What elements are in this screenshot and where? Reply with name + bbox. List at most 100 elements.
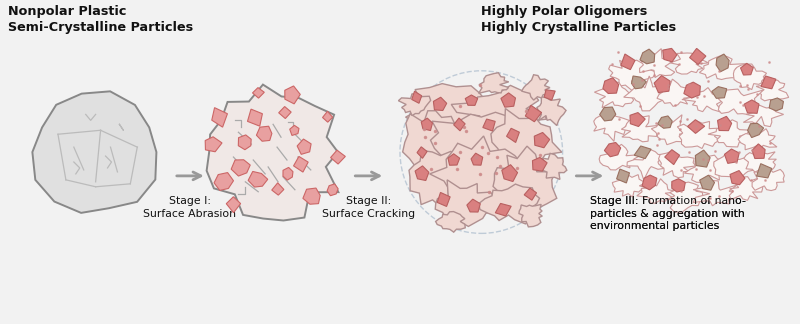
Text: Stage II:
Surface Cracking: Stage II: Surface Cracking [322, 196, 415, 218]
Polygon shape [744, 152, 776, 172]
Polygon shape [672, 179, 686, 192]
Polygon shape [621, 54, 635, 70]
Polygon shape [297, 139, 311, 154]
Polygon shape [285, 86, 300, 104]
Polygon shape [603, 78, 618, 94]
Polygon shape [693, 180, 737, 206]
Polygon shape [699, 55, 746, 79]
Polygon shape [303, 188, 320, 204]
Polygon shape [398, 94, 430, 116]
Polygon shape [651, 115, 693, 145]
Polygon shape [495, 203, 511, 216]
Polygon shape [491, 109, 562, 170]
Polygon shape [631, 76, 646, 89]
Polygon shape [522, 75, 550, 100]
Polygon shape [502, 165, 518, 181]
Polygon shape [685, 153, 728, 182]
Polygon shape [278, 107, 291, 119]
Polygon shape [594, 112, 630, 141]
Polygon shape [253, 87, 264, 98]
Polygon shape [448, 154, 460, 165]
Polygon shape [725, 149, 739, 163]
Polygon shape [451, 86, 546, 137]
Polygon shape [617, 169, 630, 183]
Polygon shape [665, 150, 679, 165]
Polygon shape [682, 87, 726, 113]
Polygon shape [533, 157, 547, 171]
Polygon shape [290, 125, 299, 135]
Polygon shape [506, 128, 519, 143]
Polygon shape [744, 100, 759, 113]
Polygon shape [609, 60, 658, 91]
Polygon shape [422, 118, 433, 131]
Polygon shape [226, 197, 241, 213]
Polygon shape [642, 175, 657, 190]
Polygon shape [730, 177, 763, 200]
Polygon shape [467, 199, 480, 212]
Polygon shape [430, 112, 522, 172]
Polygon shape [594, 81, 634, 108]
Text: Stage III: Formation of nano-
particles & aggregation with
environmental particl: Stage III: Formation of nano- particles … [590, 196, 746, 231]
Polygon shape [667, 182, 702, 212]
Polygon shape [761, 76, 776, 89]
Polygon shape [501, 93, 515, 107]
Polygon shape [283, 168, 293, 180]
Polygon shape [294, 156, 308, 172]
Polygon shape [534, 153, 567, 179]
Polygon shape [322, 111, 333, 122]
Polygon shape [630, 112, 646, 126]
Polygon shape [747, 123, 763, 138]
Polygon shape [612, 175, 653, 197]
Polygon shape [406, 84, 498, 140]
Polygon shape [327, 184, 338, 196]
Polygon shape [412, 91, 422, 103]
Polygon shape [519, 204, 542, 227]
Polygon shape [32, 91, 157, 213]
Polygon shape [716, 54, 729, 72]
Text: Nonpolar Plastic
Semi-Crystalline Particles: Nonpolar Plastic Semi-Crystalline Partic… [8, 6, 194, 34]
Polygon shape [409, 150, 468, 208]
Polygon shape [654, 75, 670, 93]
Polygon shape [756, 77, 789, 101]
Polygon shape [272, 183, 284, 195]
Polygon shape [678, 121, 720, 148]
Polygon shape [493, 146, 557, 211]
Polygon shape [330, 150, 346, 164]
Polygon shape [658, 151, 696, 178]
Polygon shape [434, 97, 446, 110]
Polygon shape [655, 79, 691, 106]
Polygon shape [247, 109, 262, 126]
Polygon shape [206, 85, 338, 221]
Polygon shape [752, 144, 765, 158]
Polygon shape [627, 150, 666, 180]
Polygon shape [738, 128, 777, 150]
Polygon shape [238, 135, 251, 150]
Polygon shape [435, 180, 498, 226]
Polygon shape [624, 76, 668, 111]
Polygon shape [640, 49, 654, 64]
Polygon shape [248, 171, 268, 187]
Polygon shape [415, 166, 429, 180]
Text: Stage I:
Surface Abrasion: Stage I: Surface Abrasion [143, 196, 236, 218]
Polygon shape [718, 116, 732, 131]
Polygon shape [430, 136, 522, 207]
Polygon shape [471, 153, 482, 165]
Polygon shape [402, 111, 468, 177]
Polygon shape [417, 147, 427, 158]
Polygon shape [734, 64, 766, 90]
Polygon shape [436, 212, 466, 232]
Polygon shape [466, 95, 478, 105]
Text: Stage III: Formation of nano-
particles & aggregation with
environmental particl: Stage III: Formation of nano- particles … [590, 196, 746, 231]
Polygon shape [524, 188, 537, 200]
Polygon shape [214, 173, 234, 191]
Polygon shape [708, 120, 750, 147]
Polygon shape [454, 118, 465, 131]
Polygon shape [526, 105, 542, 122]
Polygon shape [212, 108, 227, 127]
Polygon shape [757, 164, 772, 178]
Polygon shape [712, 87, 726, 98]
Polygon shape [700, 175, 714, 190]
Polygon shape [718, 89, 763, 115]
Polygon shape [684, 82, 700, 98]
Polygon shape [604, 143, 621, 157]
